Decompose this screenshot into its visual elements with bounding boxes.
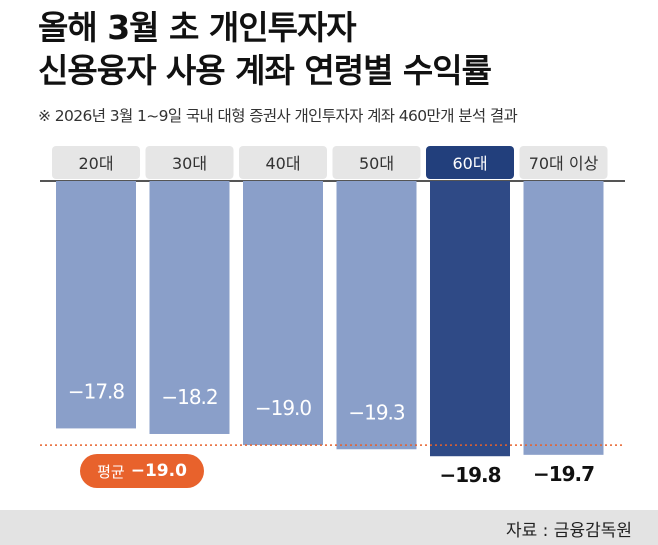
average-badge: 평균 −19.0	[80, 454, 204, 488]
bar-1	[56, 181, 136, 429]
bar-3	[243, 181, 323, 446]
title-line-1: 올해 3월 초 개인투자자	[38, 8, 357, 47]
category-box-4	[332, 146, 421, 179]
title-line-2: 신용융자 사용 계좌 연령별 수익률	[38, 51, 492, 90]
bar-2	[149, 181, 230, 434]
category-box-2	[145, 146, 234, 179]
category-label-5: 60대	[452, 154, 487, 173]
bar-6	[523, 181, 604, 455]
value-labels-group: −17.8 −18.2 −19.0 −19.3 −19.8 −19.7	[68, 379, 595, 487]
category-label-4: 50대	[359, 154, 394, 173]
average-value: −19.0	[130, 461, 187, 481]
category-label-6: 70대 이상	[529, 154, 599, 173]
category-box-1	[52, 146, 140, 179]
category-label-2: 30대	[172, 154, 207, 173]
category-labels-group: 20대 30대 40대 50대 60대 70대 이상	[52, 146, 608, 179]
source-text: 자료 : 금융감독원	[505, 521, 632, 541]
value-label-4: −19.3	[348, 400, 405, 424]
chart-title: 올해 3월 초 개인투자자 신용융자 사용 계좌 연령별 수익률	[38, 6, 638, 92]
value-label-3: −19.0	[255, 396, 312, 420]
bars-group	[56, 181, 604, 457]
chart-subtitle: ※ 2026년 3월 1~9일 국내 대형 증권사 개인투자자 계좌 460만개…	[38, 107, 518, 125]
value-label-6: −19.7	[533, 462, 594, 486]
value-label-1: −17.8	[68, 379, 125, 403]
footer-bar: 자료 : 금융감독원	[0, 510, 658, 545]
bar-4	[336, 181, 417, 450]
category-label-3: 40대	[265, 154, 300, 173]
bar-5	[430, 181, 510, 457]
bar-chart: 20대 30대 40대 50대 60대 70대 이상 −17.8 −18.2 −19.0 −19…	[40, 146, 625, 487]
category-label-1: 20대	[78, 154, 113, 173]
value-label-2: −18.2	[161, 385, 217, 409]
category-box-5	[426, 146, 514, 179]
value-label-5: −19.8	[439, 463, 500, 487]
category-box-3	[239, 146, 327, 179]
average-label: 평균	[97, 462, 125, 481]
category-box-6	[519, 146, 608, 179]
